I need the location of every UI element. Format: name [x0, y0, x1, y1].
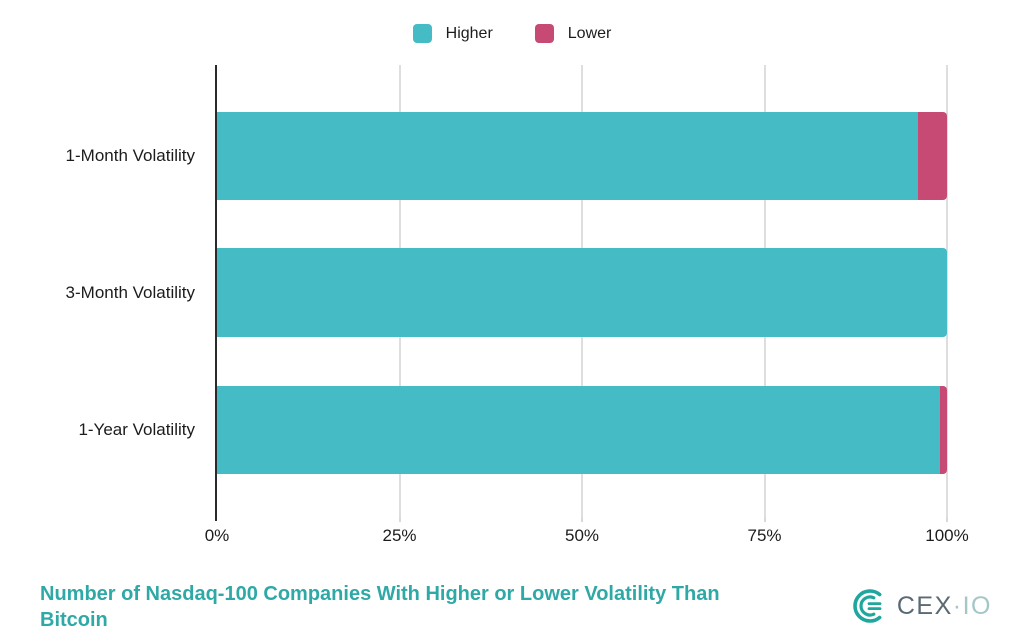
logo-text-io: IO — [962, 591, 992, 620]
bar-row — [217, 112, 947, 200]
legend-item-higher: Higher — [412, 24, 493, 43]
cex-io-logo-icon — [853, 589, 882, 623]
y-category-label: 1-Month Volatility — [65, 146, 195, 165]
axis-tick — [946, 517, 948, 522]
bar-row — [217, 386, 947, 474]
y-category-label: 3-Month Volatility — [65, 282, 195, 302]
x-tick-label: 0% — [204, 526, 230, 545]
x-axis-labels: 0% 25% 50% 75% 100% — [205, 526, 969, 550]
bar-segment-lower — [917, 112, 947, 200]
legend: Higher Lower — [0, 24, 1024, 43]
legend-label-lower: Lower — [567, 24, 612, 42]
x-tick-label: 25% — [382, 526, 417, 545]
legend-label-higher: Higher — [445, 24, 493, 42]
legend-item-lower: Lower — [534, 24, 612, 43]
bar-row — [217, 248, 947, 337]
x-tick-label: 50% — [564, 526, 600, 545]
axis-tick — [763, 517, 766, 522]
y-axis-line — [215, 65, 217, 521]
legend-swatch-higher — [412, 24, 432, 43]
chart-title: Number of Nasdaq-100 Companies With High… — [40, 583, 720, 631]
x-tick-label: 100% — [925, 526, 969, 545]
bar-segment-higher — [217, 248, 947, 337]
cex-io-logo: CEX · IO — [852, 588, 992, 624]
logo-text-cex: CEX — [896, 591, 953, 620]
bar-segment-lower — [939, 386, 947, 474]
legend-swatch-lower — [534, 24, 554, 43]
logo-text-separator: · — [952, 591, 963, 620]
x-tick-label: 75% — [747, 526, 782, 545]
y-axis-labels: 1-Month Volatility 3-Month Volatility 1-Ye… — [0, 65, 205, 517]
bar-segment-higher — [217, 386, 940, 474]
y-category-label: 1-Year Volatility — [78, 420, 195, 439]
cex-io-logo-text: CEX · IO — [897, 592, 992, 621]
axis-tick — [398, 517, 401, 522]
grid-line — [946, 65, 948, 517]
axis-tick — [581, 517, 583, 522]
plot-area — [215, 65, 948, 522]
bar-segment-higher — [217, 112, 918, 200]
